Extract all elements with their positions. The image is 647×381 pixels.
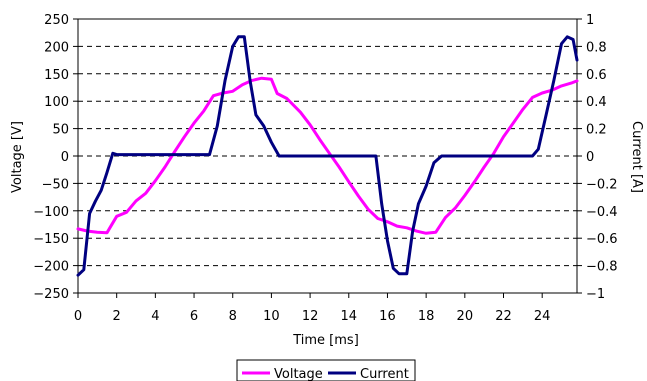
series: [76, 35, 579, 277]
y-left-tick-label: 50: [52, 123, 69, 138]
y-left-tick-label: −200: [33, 260, 69, 275]
y-left-tick-label: −100: [33, 205, 69, 220]
legend-label-voltage: Voltage: [274, 367, 323, 381]
series-line-current: [76, 35, 579, 277]
y-left-tick-label: −150: [33, 232, 69, 247]
y-left-tick-label: −50: [42, 177, 69, 192]
y-left-tick-label: 150: [44, 68, 69, 83]
y-right-tick-label: −1: [586, 287, 605, 302]
y-right-tick-label: −0.4: [586, 205, 618, 220]
legend-label-current: Current: [360, 367, 409, 381]
x-tick-label: 4: [151, 309, 159, 324]
y-left-tick-label: 0: [61, 150, 69, 165]
y-right-tick-label: −0.2: [586, 177, 618, 192]
legend-box: [236, 359, 416, 381]
x-tick-label: 18: [418, 309, 435, 324]
x-tick-label: 2: [113, 309, 121, 324]
x-tick-label: 8: [229, 309, 237, 324]
x-tick-label: 10: [263, 309, 280, 324]
series-line-voltage: [76, 76, 579, 235]
y-right-tick-label: 0.4: [586, 95, 607, 110]
axes: [73, 18, 582, 298]
y-left-tick-label: 250: [44, 13, 69, 28]
y-right-tick-label: 0: [586, 150, 594, 165]
x-tick-label: 14: [341, 309, 358, 324]
legend: Voltage Current: [236, 359, 416, 381]
y-right-tick-label: −0.8: [586, 260, 618, 275]
x-axis-title: Time [ms]: [292, 333, 359, 348]
y-right-tick-label: 0.8: [586, 40, 607, 55]
x-tick-label: 24: [534, 309, 551, 324]
x-tick-label: 16: [379, 309, 396, 324]
x-tick-label: 12: [302, 309, 319, 324]
y-left-axis-title: Voltage [V]: [10, 121, 25, 193]
y-right-tick-label: 0.6: [586, 68, 607, 83]
y-left-tick-label: 200: [44, 40, 69, 55]
x-tick-label: 6: [190, 309, 198, 324]
x-tick-label: 0: [74, 309, 82, 324]
x-tick-label: 22: [495, 309, 512, 324]
x-tick-label: 20: [457, 309, 474, 324]
y-left-tick-label: 100: [44, 95, 69, 110]
y-right-tick-label: 0.2: [586, 123, 607, 138]
y-right-axis-title: Current [A]: [629, 121, 644, 193]
y-left-tick-label: −250: [33, 287, 69, 302]
y-right-tick-label: 1: [586, 13, 594, 28]
y-right-tick-label: −0.6: [586, 232, 618, 247]
